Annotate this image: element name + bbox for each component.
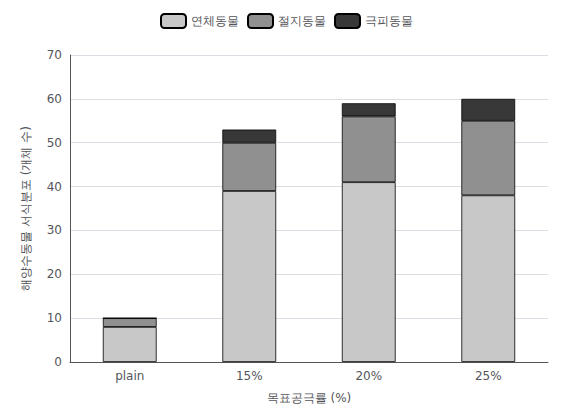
svg-text:60: 60: [47, 92, 62, 106]
svg-text:극피동물: 극피동물: [365, 14, 413, 28]
svg-text:목표공극률 (%): 목표공극률 (%): [267, 391, 352, 405]
svg-text:20: 20: [47, 267, 62, 281]
svg-text:40: 40: [47, 180, 62, 194]
svg-text:plain: plain: [115, 369, 144, 383]
svg-text:25%: 25%: [475, 369, 502, 383]
svg-text:연체동물: 연체동물: [191, 14, 239, 28]
svg-text:50: 50: [47, 136, 62, 150]
svg-text:15%: 15%: [236, 369, 263, 383]
svg-text:30: 30: [47, 223, 62, 237]
svg-text:절지동물: 절지동물: [278, 14, 326, 28]
svg-text:10: 10: [47, 311, 62, 325]
svg-text:해양수동물 서식분포 (개체 수): 해양수동물 서식분포 (개체 수): [19, 126, 33, 291]
svg-text:0: 0: [54, 355, 62, 369]
svg-text:70: 70: [47, 48, 62, 62]
svg-text:20%: 20%: [355, 369, 382, 383]
